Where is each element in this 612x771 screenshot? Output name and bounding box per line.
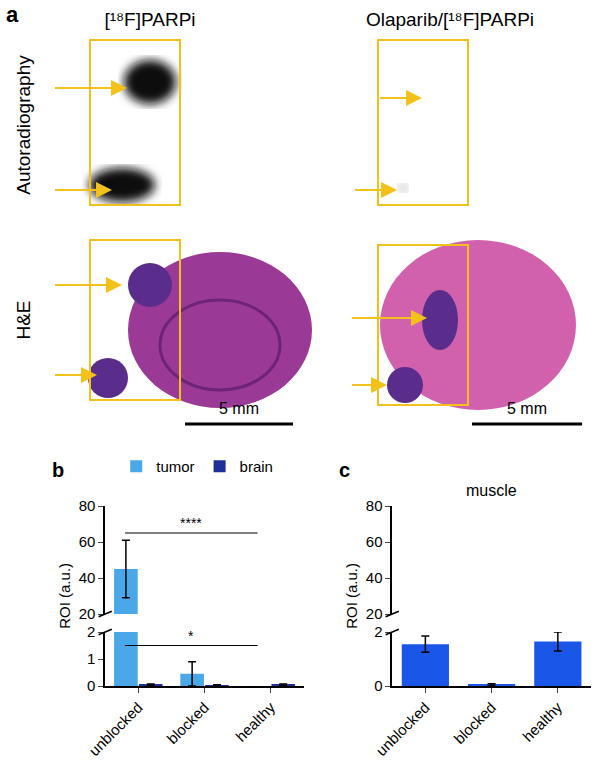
svg-text:60: 60 xyxy=(366,533,383,550)
svg-text:5 mm: 5 mm xyxy=(219,400,259,417)
svg-text:20: 20 xyxy=(366,605,383,622)
svg-text:ROI (a.u.): ROI (a.u.) xyxy=(56,563,73,629)
svg-text:brain: brain xyxy=(240,458,273,475)
svg-text:2: 2 xyxy=(374,623,382,640)
svg-text:80: 80 xyxy=(366,497,383,514)
svg-text:muscle: muscle xyxy=(466,482,517,499)
svg-text:40: 40 xyxy=(79,569,96,586)
svg-text:0: 0 xyxy=(374,677,382,694)
svg-text:tumor: tumor xyxy=(156,458,194,475)
svg-text:*: * xyxy=(188,628,194,644)
svg-text:[¹⁸F]PARPi: [¹⁸F]PARPi xyxy=(104,9,195,30)
svg-text:0: 0 xyxy=(87,677,95,694)
svg-text:H&E: H&E xyxy=(13,300,34,339)
svg-text:b: b xyxy=(52,459,64,481)
svg-text:healthy: healthy xyxy=(232,698,279,745)
svg-text:Autoradiography: Autoradiography xyxy=(13,55,34,195)
svg-text:80: 80 xyxy=(79,497,96,514)
svg-text:blocked: blocked xyxy=(163,699,212,748)
svg-text:blocked: blocked xyxy=(450,699,499,748)
svg-text:c: c xyxy=(339,459,350,481)
svg-text:unblocked: unblocked xyxy=(85,699,145,759)
svg-text:healthy: healthy xyxy=(519,698,566,745)
svg-text:a: a xyxy=(6,2,19,27)
svg-text:60: 60 xyxy=(79,533,96,550)
svg-text:5 mm: 5 mm xyxy=(507,400,547,417)
svg-text:1: 1 xyxy=(87,650,95,667)
svg-text:20: 20 xyxy=(79,605,96,622)
svg-text:unblocked: unblocked xyxy=(372,699,432,759)
svg-text:ROI (a.u.): ROI (a.u.) xyxy=(343,563,360,629)
svg-text:40: 40 xyxy=(366,569,383,586)
svg-text:Olaparib/[¹⁸F]PARPi: Olaparib/[¹⁸F]PARPi xyxy=(366,9,534,30)
svg-text:****: **** xyxy=(180,515,202,531)
svg-text:2: 2 xyxy=(87,623,95,640)
